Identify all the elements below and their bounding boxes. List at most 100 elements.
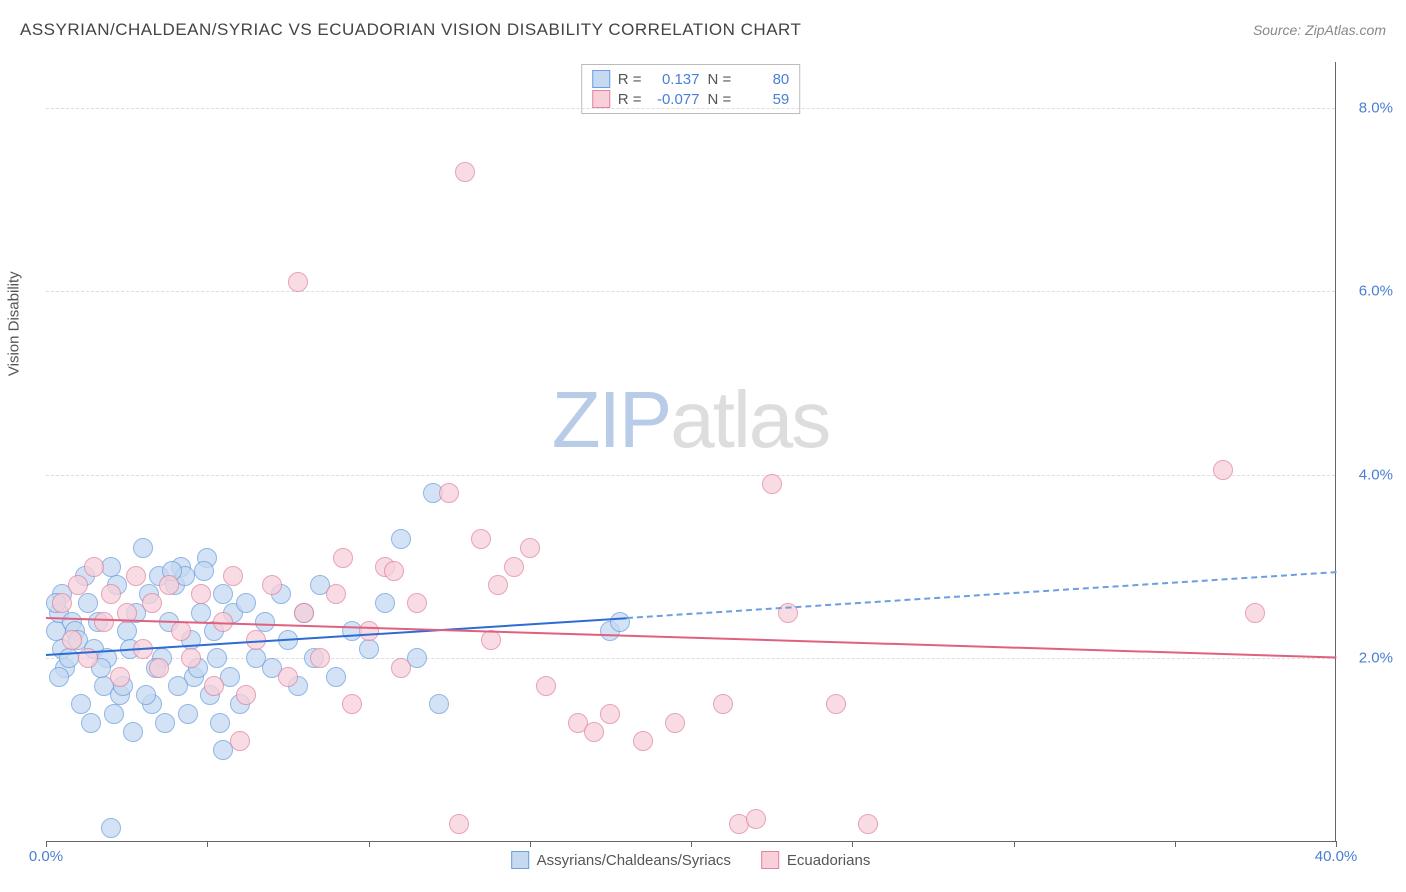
scatter-point-ecuadorians bbox=[278, 667, 298, 687]
legend-swatch-1 bbox=[761, 851, 779, 869]
x-tick-label: 40.0% bbox=[1315, 848, 1358, 865]
grid-line-h bbox=[46, 475, 1335, 476]
scatter-point-ecuadorians bbox=[159, 575, 179, 595]
scatter-point-ecuadorians bbox=[181, 648, 201, 668]
trend-line bbox=[46, 617, 1336, 658]
scatter-point-ecuadorians bbox=[391, 658, 411, 678]
x-tick-mark bbox=[1336, 841, 1337, 847]
scatter-point-ecuadorians bbox=[52, 593, 72, 613]
grid-line-h bbox=[46, 108, 1335, 109]
scatter-point-assyrians bbox=[207, 648, 227, 668]
scatter-point-assyrians bbox=[178, 704, 198, 724]
scatter-point-ecuadorians bbox=[149, 658, 169, 678]
scatter-point-ecuadorians bbox=[713, 694, 733, 714]
scatter-point-ecuadorians bbox=[101, 584, 121, 604]
scatter-point-ecuadorians bbox=[1245, 603, 1265, 623]
scatter-point-assyrians bbox=[210, 713, 230, 733]
correlation-stats-box: R = 0.137 N = 80 R = -0.077 N = 59 bbox=[581, 64, 801, 114]
y-tick-label: 6.0% bbox=[1359, 283, 1393, 300]
scatter-point-assyrians bbox=[359, 639, 379, 659]
legend-item-0: Assyrians/Chaldeans/Syriacs bbox=[511, 851, 731, 869]
scatter-point-ecuadorians bbox=[600, 704, 620, 724]
x-tick-mark bbox=[46, 841, 47, 847]
swatch-series-1 bbox=[592, 90, 610, 108]
scatter-point-assyrians bbox=[168, 676, 188, 696]
scatter-point-assyrians bbox=[49, 667, 69, 687]
scatter-point-ecuadorians bbox=[94, 612, 114, 632]
scatter-point-ecuadorians bbox=[826, 694, 846, 714]
scatter-point-assyrians bbox=[155, 713, 175, 733]
scatter-point-ecuadorians bbox=[384, 561, 404, 581]
n-value-1: 59 bbox=[739, 91, 789, 108]
watermark-part2: atlas bbox=[670, 375, 829, 464]
scatter-point-ecuadorians bbox=[342, 694, 362, 714]
scatter-point-ecuadorians bbox=[110, 667, 130, 687]
y-tick-label: 4.0% bbox=[1359, 466, 1393, 483]
scatter-point-assyrians bbox=[194, 561, 214, 581]
scatter-point-assyrians bbox=[117, 621, 137, 641]
r-label-1: R = bbox=[618, 91, 642, 108]
watermark-part1: ZIP bbox=[552, 375, 670, 464]
chart-title: ASSYRIAN/CHALDEAN/SYRIAC VS ECUADORIAN V… bbox=[20, 20, 801, 40]
series-legend: Assyrians/Chaldeans/Syriacs Ecuadorians bbox=[511, 851, 871, 869]
r-label-0: R = bbox=[618, 71, 642, 88]
scatter-point-ecuadorians bbox=[84, 557, 104, 577]
scatter-point-ecuadorians bbox=[449, 814, 469, 834]
n-value-0: 80 bbox=[739, 71, 789, 88]
scatter-point-assyrians bbox=[255, 612, 275, 632]
scatter-point-ecuadorians bbox=[191, 584, 211, 604]
scatter-point-ecuadorians bbox=[288, 272, 308, 292]
scatter-point-ecuadorians bbox=[310, 648, 330, 668]
x-tick-mark bbox=[207, 841, 208, 847]
scatter-point-ecuadorians bbox=[746, 809, 766, 829]
source-label: Source: bbox=[1253, 22, 1301, 38]
scatter-point-ecuadorians bbox=[407, 593, 427, 613]
legend-label-1: Ecuadorians bbox=[787, 852, 870, 869]
scatter-point-ecuadorians bbox=[230, 731, 250, 751]
watermark: ZIPatlas bbox=[552, 374, 829, 466]
scatter-point-ecuadorians bbox=[762, 474, 782, 494]
scatter-point-ecuadorians bbox=[488, 575, 508, 595]
scatter-point-assyrians bbox=[136, 685, 156, 705]
legend-swatch-0 bbox=[511, 851, 529, 869]
scatter-point-ecuadorians bbox=[584, 722, 604, 742]
x-tick-label: 0.0% bbox=[29, 848, 63, 865]
scatter-point-ecuadorians bbox=[62, 630, 82, 650]
scatter-point-ecuadorians bbox=[633, 731, 653, 751]
x-tick-mark bbox=[852, 841, 853, 847]
scatter-point-assyrians bbox=[81, 713, 101, 733]
scatter-point-ecuadorians bbox=[665, 713, 685, 733]
y-tick-label: 2.0% bbox=[1359, 650, 1393, 667]
x-tick-mark bbox=[369, 841, 370, 847]
scatter-point-ecuadorians bbox=[1213, 460, 1233, 480]
scatter-point-ecuadorians bbox=[858, 814, 878, 834]
scatter-point-assyrians bbox=[391, 529, 411, 549]
r-value-1: -0.077 bbox=[650, 91, 700, 108]
scatter-point-assyrians bbox=[429, 694, 449, 714]
scatter-point-assyrians bbox=[71, 694, 91, 714]
chart-header: ASSYRIAN/CHALDEAN/SYRIAC VS ECUADORIAN V… bbox=[20, 20, 1386, 40]
scatter-point-ecuadorians bbox=[171, 621, 191, 641]
grid-line-h bbox=[46, 658, 1335, 659]
scatter-point-assyrians bbox=[123, 722, 143, 742]
legend-label-0: Assyrians/Chaldeans/Syriacs bbox=[537, 852, 731, 869]
scatter-point-ecuadorians bbox=[439, 483, 459, 503]
y-axis-label: Vision Disability bbox=[6, 271, 23, 376]
scatter-point-ecuadorians bbox=[520, 538, 540, 558]
scatter-point-ecuadorians bbox=[262, 575, 282, 595]
scatter-point-assyrians bbox=[78, 593, 98, 613]
scatter-point-ecuadorians bbox=[142, 593, 162, 613]
scatter-point-ecuadorians bbox=[504, 557, 524, 577]
scatter-point-ecuadorians bbox=[223, 566, 243, 586]
scatter-point-ecuadorians bbox=[359, 621, 379, 641]
scatter-point-ecuadorians bbox=[236, 685, 256, 705]
scatter-point-ecuadorians bbox=[326, 584, 346, 604]
x-tick-mark bbox=[691, 841, 692, 847]
scatter-plot-area: ZIPatlas R = 0.137 N = 80 R = -0.077 N =… bbox=[46, 62, 1336, 842]
x-tick-mark bbox=[1175, 841, 1176, 847]
scatter-point-assyrians bbox=[610, 612, 630, 632]
stats-row-series-1: R = -0.077 N = 59 bbox=[592, 89, 790, 109]
scatter-point-assyrians bbox=[375, 593, 395, 613]
scatter-point-ecuadorians bbox=[294, 603, 314, 623]
scatter-point-ecuadorians bbox=[481, 630, 501, 650]
